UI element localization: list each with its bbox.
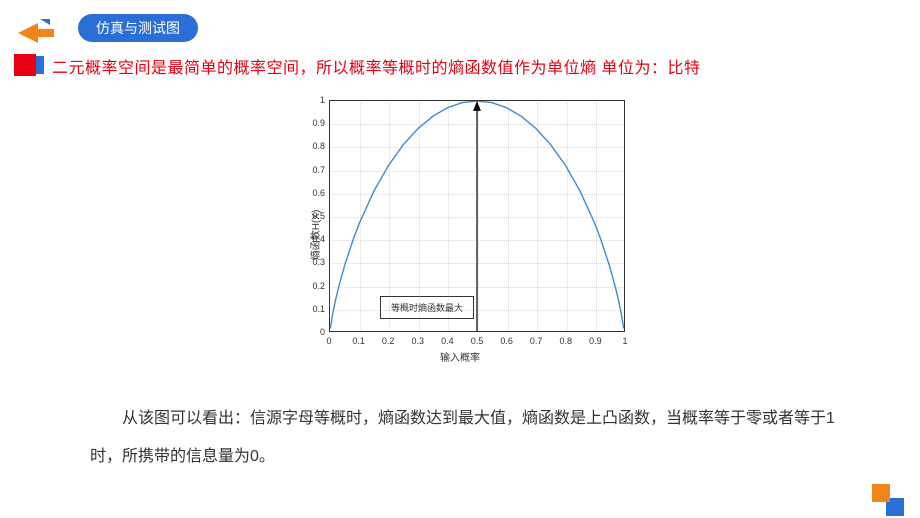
chart-xlabel: 输入概率 (440, 349, 480, 364)
corner-squares-icon (862, 484, 908, 518)
chart-ytick: 0.1 (301, 304, 325, 314)
chart-ytick: 0.6 (301, 188, 325, 198)
chart-xtick: 0.5 (471, 336, 484, 346)
chart-xtick: 0.7 (530, 336, 543, 346)
chart-xtick: 0.3 (412, 336, 425, 346)
entropy-chart: 熵函数H(X) 等概时熵函数最大 输入概率 00.10.20.30.40.50.… (285, 92, 635, 378)
corner-arrow-icon (10, 15, 58, 51)
chart-xtick: 0.6 (500, 336, 513, 346)
accent-block-blue (36, 56, 44, 74)
peak-arrow-head (473, 101, 481, 111)
section-badge: 仿真与测试图 (78, 14, 198, 42)
accent-block-red (14, 54, 36, 76)
chart-xtick: 1 (622, 336, 627, 346)
chart-ytick: 0.7 (301, 165, 325, 175)
chart-ytick: 0.4 (301, 234, 325, 244)
explanation-text: 从该图可以看出：信源字母等概时，熵函数达到最大值，熵函数是上凸函数，当概率等于零… (90, 400, 860, 477)
chart-xtick: 0 (326, 336, 331, 346)
chart-legend: 等概时熵函数最大 (380, 296, 474, 319)
chart-xtick: 0.8 (560, 336, 573, 346)
chart-ytick: 0.3 (301, 257, 325, 267)
chart-xtick: 0.9 (589, 336, 602, 346)
chart-xtick: 0.4 (441, 336, 454, 346)
statement-text: 二元概率空间是最简单的概率空间，所以概率等概时的熵函数值作为单位熵 单位为：比特 (52, 54, 700, 78)
chart-xtick: 0.2 (382, 336, 395, 346)
chart-ytick: 1 (301, 95, 325, 105)
chart-ytick: 0.5 (301, 211, 325, 221)
chart-ytick: 0.2 (301, 281, 325, 291)
chart-ytick: 0.9 (301, 118, 325, 128)
chart-ytick: 0.8 (301, 141, 325, 151)
chart-xtick: 0.1 (352, 336, 365, 346)
chart-ytick: 0 (301, 327, 325, 337)
plot-area: 等概时熵函数最大 (329, 100, 625, 332)
